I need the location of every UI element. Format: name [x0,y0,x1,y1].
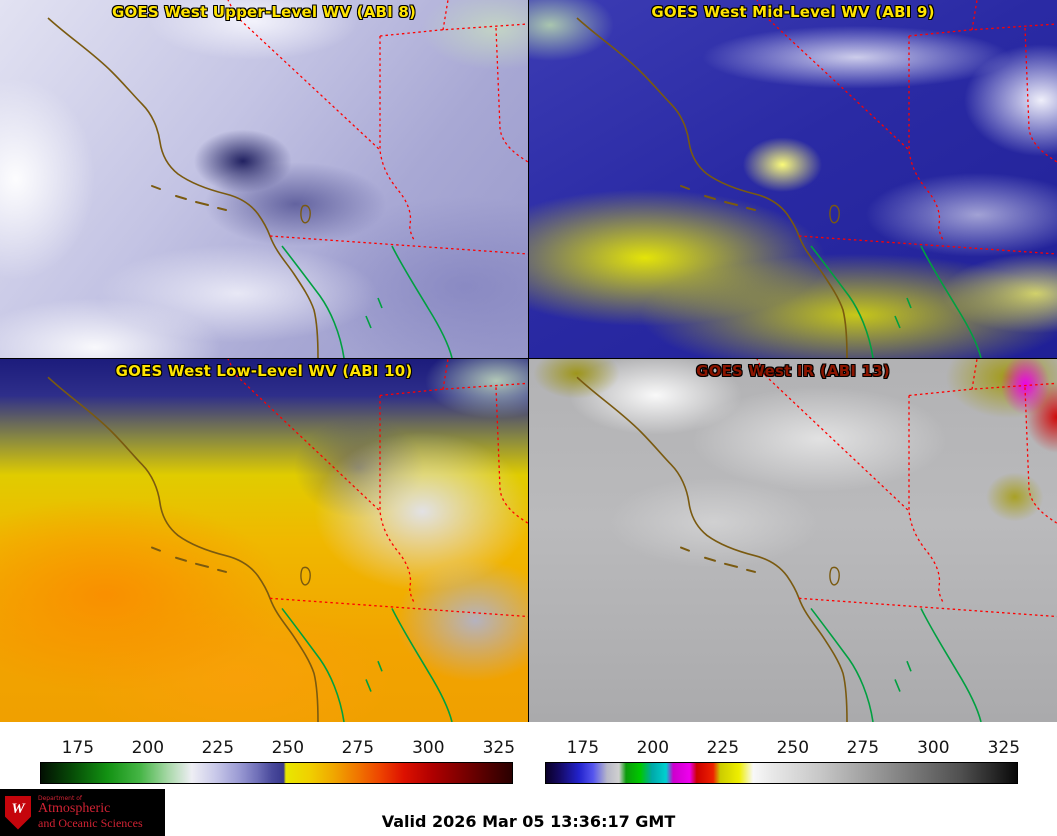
colorbar-section: 175 200 225 250 275 300 325 175 200 225 … [0,722,1057,788]
tick-label: 325 [987,738,1021,758]
tick-label: 300 [412,738,445,758]
colorbar-ir-gradient [545,762,1018,784]
tick-label: 225 [201,738,235,758]
tick-label: 325 [482,738,516,758]
valid-time-label: Valid 2026 Mar 05 13:36:17 GMT [381,812,676,831]
panel-mid-level-wv: GOES West Mid-Level WV (ABI 9) [529,0,1057,358]
tick-label: 225 [706,738,740,758]
panel-ir: GOES West IR (ABI 13) [529,359,1057,722]
uw-aos-logo: W Department of Atmospheric and Oceanic … [0,789,165,836]
tick-label: 200 [131,738,165,758]
tick-label: 250 [776,738,810,758]
logo-line-2: and Oceanic Sciences [38,815,143,830]
panel-title-mid-level-wv: GOES West Mid-Level WV (ABI 9) [651,3,935,21]
colorbar-ir-ticks: 175 200 225 250 275 300 325 [545,722,1021,762]
footer: W Department of Atmospheric and Oceanic … [0,788,1057,836]
logo-text: Department of Atmospheric and Oceanic Sc… [38,794,143,830]
panel-title-low-level-wv: GOES West Low-Level WV (ABI 10) [115,362,413,380]
tick-label: 275 [341,738,375,758]
colorbar-wv: 175 200 225 250 275 300 325 [40,722,516,788]
tick-label: 275 [846,738,880,758]
tick-label: 175 [61,738,95,758]
panel-low-level-wv: GOES West Low-Level WV (ABI 10) [0,359,528,722]
colorbar-wv-ticks: 175 200 225 250 275 300 325 [40,722,516,762]
colorbar-wv-gradient [40,762,513,784]
panel-title-upper-level-wv: GOES West Upper-Level WV (ABI 8) [111,3,417,21]
tick-label: 175 [566,738,600,758]
colorbar-ir: 175 200 225 250 275 300 325 [545,722,1021,788]
satellite-quad-grid: GOES West Upper-Level WV (ABI 8) GOES We… [0,0,1057,722]
map-overlay [575,359,1057,722]
logo-dept-line: Department of [38,794,82,802]
tick-label: 300 [917,738,950,758]
panel-title-ir: GOES West IR (ABI 13) [696,362,890,380]
map-overlay [576,0,1057,358]
map-overlay [47,0,528,358]
tick-label: 200 [636,738,670,758]
panel-upper-level-wv: GOES West Upper-Level WV (ABI 8) [0,0,528,358]
map-overlay [46,359,528,722]
tick-label: 250 [271,738,305,758]
logo-line-1: Atmospheric [38,801,111,816]
